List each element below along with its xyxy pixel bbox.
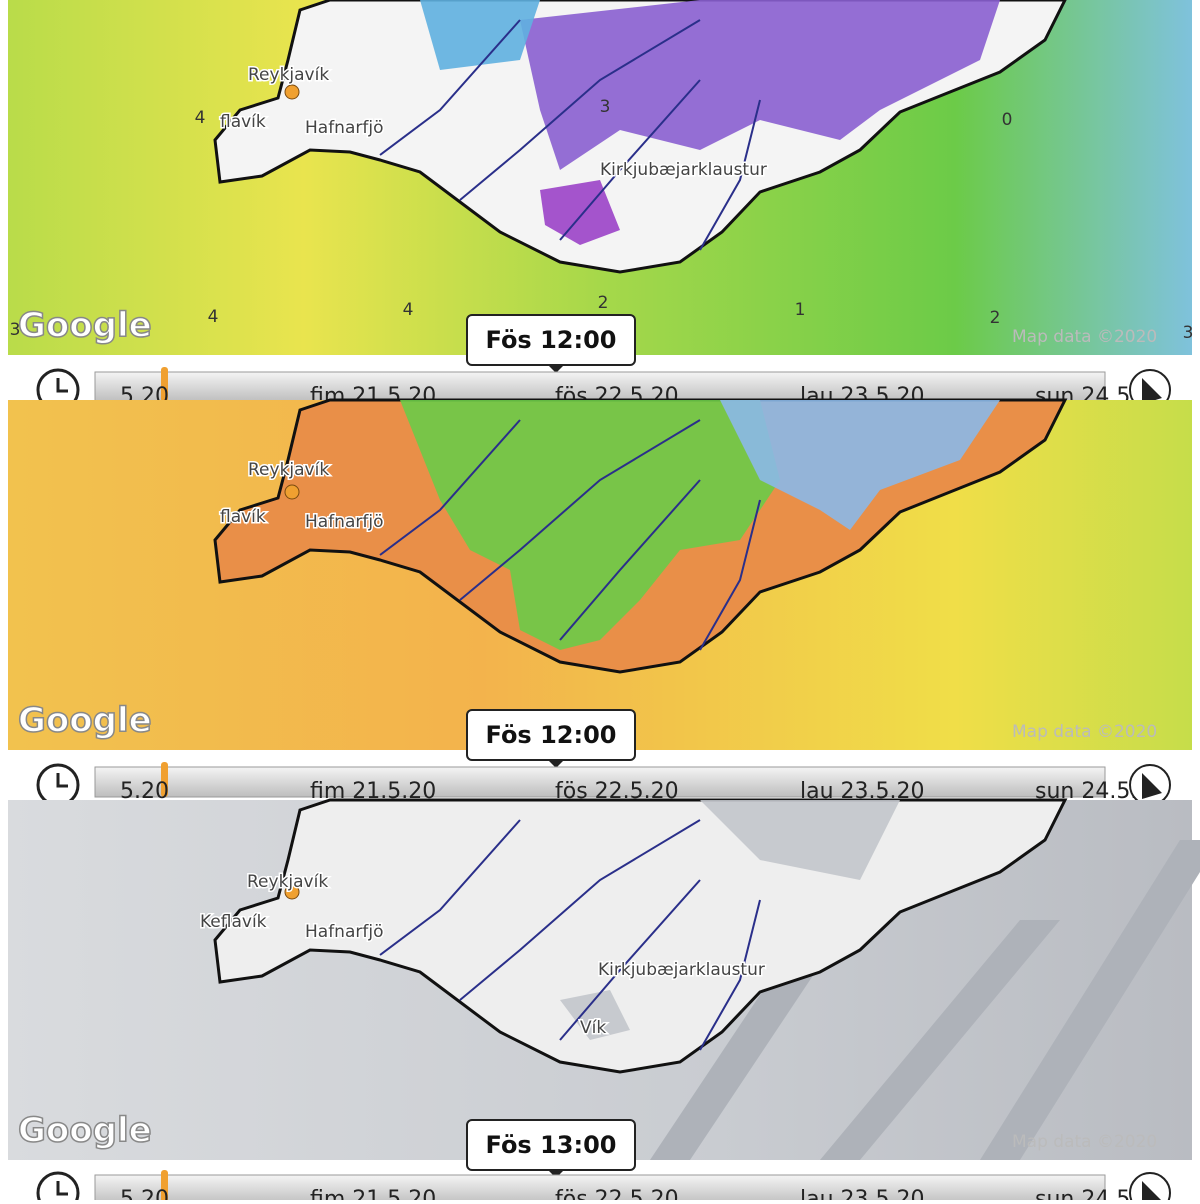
time-label: Fös 12:00 [486,721,617,749]
contour-value: 3 [600,97,611,117]
clock-hands [56,1181,68,1196]
field-patch [560,990,630,1040]
river [379,419,521,556]
timeline-day[interactable]: fim 21.5.20 [310,1187,436,1204]
river [699,899,761,1051]
map-attribution: Map data ©2020 [1012,1132,1157,1152]
clock-hands [56,378,68,393]
precip-band [980,840,1200,1160]
city-marker [284,884,300,900]
river [699,499,761,651]
river [559,879,701,1041]
river [699,99,761,251]
contour-value: 0 [1002,110,1013,130]
map-attribution: Map data ©2020 [1012,327,1157,347]
google-logo: Google [18,1111,152,1151]
map-attribution: Map data ©2020 [1012,722,1157,742]
contour-value: 4 [195,108,206,128]
timeline-marker[interactable] [161,762,168,797]
city-marker [284,84,300,100]
river [459,19,701,201]
field-patch [400,400,780,650]
contour-value: 2 [598,293,609,313]
field-patch [420,0,540,70]
place-label: Kirkjubæjarklaustur [598,960,765,980]
timeline-bar [94,371,1106,403]
land [213,398,1068,1035]
river [459,819,701,1001]
field-patch [520,0,1000,170]
clock-hands [56,773,68,788]
land [213,0,1067,274]
place-label: Hafnarfjö [305,922,383,942]
map-panel: Reykjavík Keflavík Hafnarfjö Kirkjubæjarkla… [8,798,1200,1204]
time-badge-pointer [548,760,564,768]
river [379,19,521,156]
google-logo: Google [18,306,152,346]
map-panel: Reykjavík flavík Hafnarfjö Kirkjubæjarklaus… [8,0,1194,412]
play-icon [1142,773,1162,799]
field-patch [720,400,1000,530]
time-label: Fös 13:00 [486,1131,617,1159]
contour-value: 2 [990,308,1001,328]
field-patch [700,800,900,880]
map-panel: ReykjavíkflavíkHafnarfjö7167887777Google… [8,398,1193,1138]
contour-value: 4 [403,300,414,320]
contour-value: 3 [1183,323,1194,343]
timeline-day[interactable]: fös 22.5.20 [555,1187,679,1204]
place-label: Hafnarfjö [305,118,383,138]
timeline-marker[interactable] [161,367,168,402]
river [559,79,701,241]
river [559,479,701,641]
precip-band [820,920,1060,1160]
time-badge-pointer [548,1170,564,1178]
timeline-day[interactable]: 5.20 [120,1187,169,1204]
place-label: Keflavík [200,912,267,932]
place-label: Reykjavík [248,65,329,85]
field-patch [540,180,620,245]
place-label: flavík [220,507,266,527]
place-label: Reykjavík [248,460,329,480]
place-label: Reykjavík [247,872,328,892]
play-button[interactable] [1129,1172,1171,1204]
contour-value: 4 [208,307,219,327]
river [459,419,701,601]
place-label: Kirkjubæjarklaustur [600,160,767,180]
play-icon [1142,1181,1162,1204]
contour-value: 1 [795,300,806,320]
timeline-day[interactable]: 5.20 [120,779,169,804]
time-label: Fös 12:00 [486,326,617,354]
contour-value: 3 [10,320,21,340]
timeline-marker[interactable] [161,1170,168,1204]
place-label: Hafnarfjö [305,512,383,532]
city-marker [284,484,300,500]
place-label: flavík [220,112,266,132]
play-icon [1142,378,1162,404]
place-label: Vík [580,1018,606,1038]
timeline-day[interactable]: lau 23.5.20 [800,1187,925,1204]
land [213,798,1068,1074]
river [379,819,521,956]
time-badge-pointer [548,365,564,373]
timeline-bar [94,1174,1106,1204]
timeline-bar [94,766,1106,798]
google-logo: Google [18,701,152,741]
